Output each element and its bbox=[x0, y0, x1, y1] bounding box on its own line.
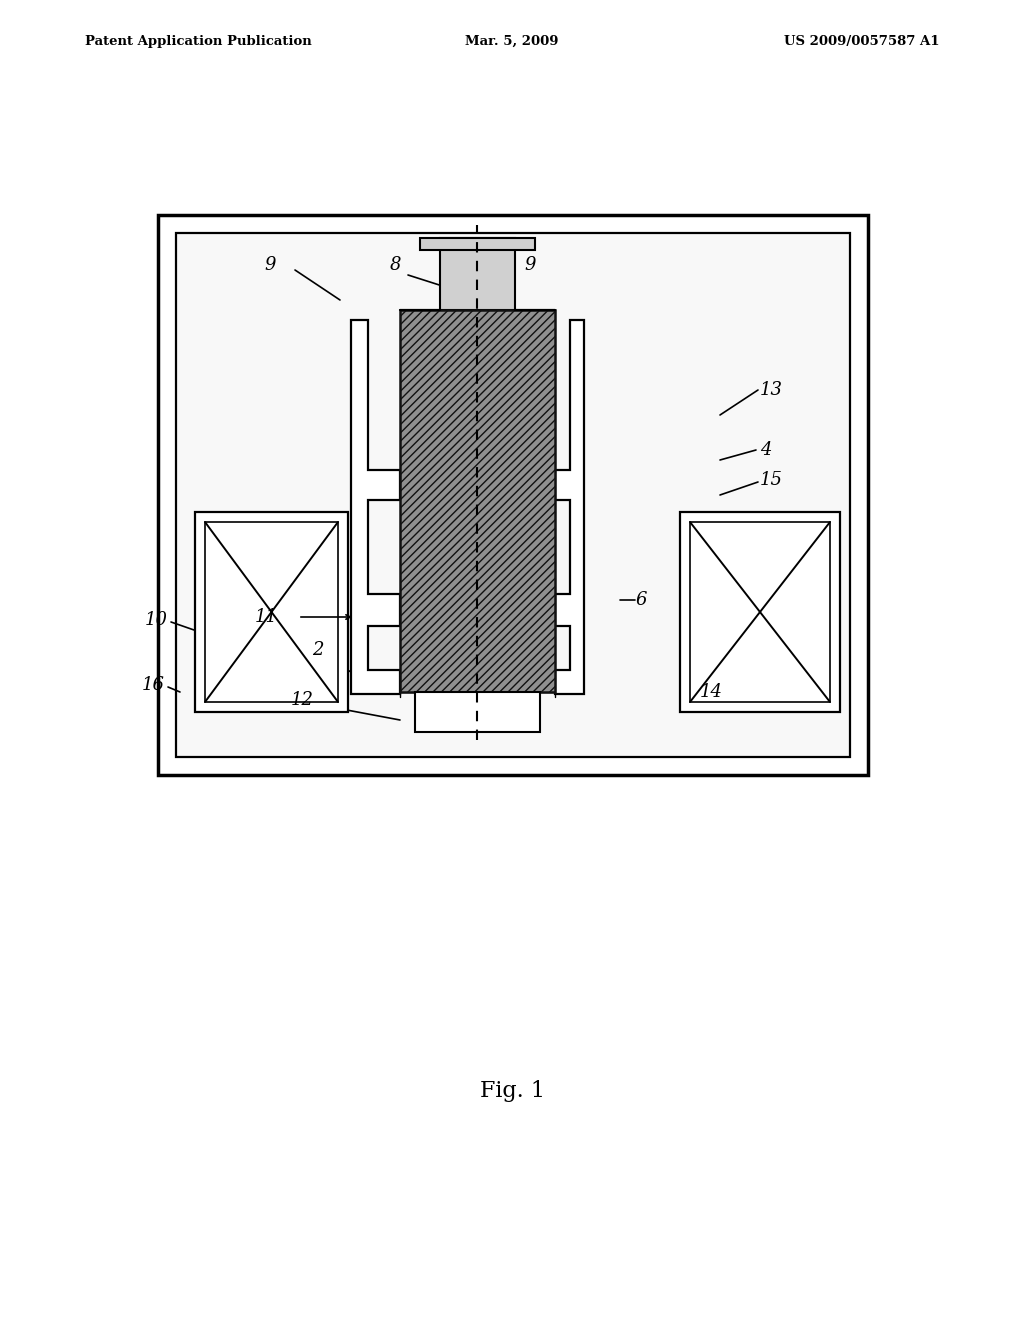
Text: 8: 8 bbox=[389, 256, 400, 275]
Text: 3: 3 bbox=[558, 611, 569, 630]
Text: 6: 6 bbox=[635, 591, 646, 609]
Polygon shape bbox=[680, 512, 840, 711]
Text: 11: 11 bbox=[255, 609, 278, 626]
Polygon shape bbox=[205, 521, 338, 702]
Polygon shape bbox=[158, 215, 868, 775]
Text: 7: 7 bbox=[500, 696, 511, 714]
Text: 13: 13 bbox=[760, 381, 783, 399]
Text: =: = bbox=[535, 673, 546, 686]
Polygon shape bbox=[351, 319, 400, 694]
Text: US 2009/0057587 A1: US 2009/0057587 A1 bbox=[784, 36, 940, 48]
Text: 9: 9 bbox=[524, 256, 536, 275]
Text: 15: 15 bbox=[760, 471, 783, 488]
Text: 16: 16 bbox=[142, 676, 165, 694]
Polygon shape bbox=[176, 234, 850, 756]
Text: 10: 10 bbox=[145, 611, 168, 630]
Polygon shape bbox=[555, 319, 584, 694]
Text: 4: 4 bbox=[760, 441, 771, 459]
Polygon shape bbox=[690, 521, 830, 702]
Text: 5: 5 bbox=[529, 661, 541, 678]
Polygon shape bbox=[400, 310, 555, 692]
Text: Patent Application Publication: Patent Application Publication bbox=[85, 36, 311, 48]
Polygon shape bbox=[195, 512, 348, 711]
Text: 2: 2 bbox=[312, 642, 324, 659]
Text: 14: 14 bbox=[700, 682, 723, 701]
Text: Fig. 1: Fig. 1 bbox=[479, 1080, 545, 1102]
Text: 9: 9 bbox=[264, 256, 275, 275]
Text: 12: 12 bbox=[291, 690, 313, 709]
Polygon shape bbox=[440, 238, 515, 310]
Text: 1: 1 bbox=[447, 711, 459, 729]
Polygon shape bbox=[415, 692, 540, 733]
Text: Mar. 5, 2009: Mar. 5, 2009 bbox=[465, 36, 559, 48]
Polygon shape bbox=[420, 238, 535, 249]
